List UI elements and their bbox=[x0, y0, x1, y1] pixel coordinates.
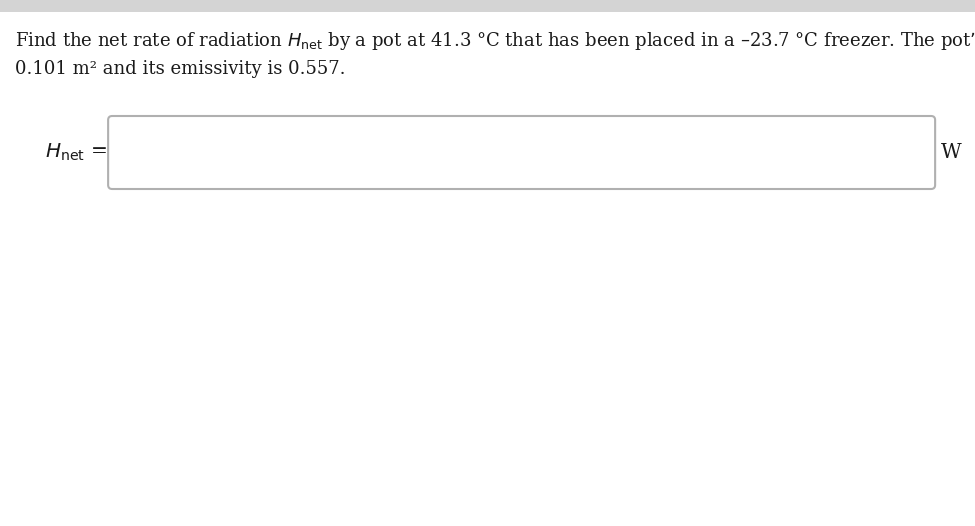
FancyBboxPatch shape bbox=[108, 116, 935, 189]
Text: Find the net rate of radiation $\mathit{H}_{\mathrm{net}}$ by a pot at 41.3 °C t: Find the net rate of radiation $\mathit{… bbox=[15, 30, 975, 52]
Text: $\mathit{H}_{\mathrm{net}}$ =: $\mathit{H}_{\mathrm{net}}$ = bbox=[45, 142, 107, 163]
Text: 0.101 m² and its emissivity is 0.557.: 0.101 m² and its emissivity is 0.557. bbox=[15, 60, 345, 78]
Text: W: W bbox=[941, 143, 962, 162]
FancyBboxPatch shape bbox=[0, 0, 975, 12]
